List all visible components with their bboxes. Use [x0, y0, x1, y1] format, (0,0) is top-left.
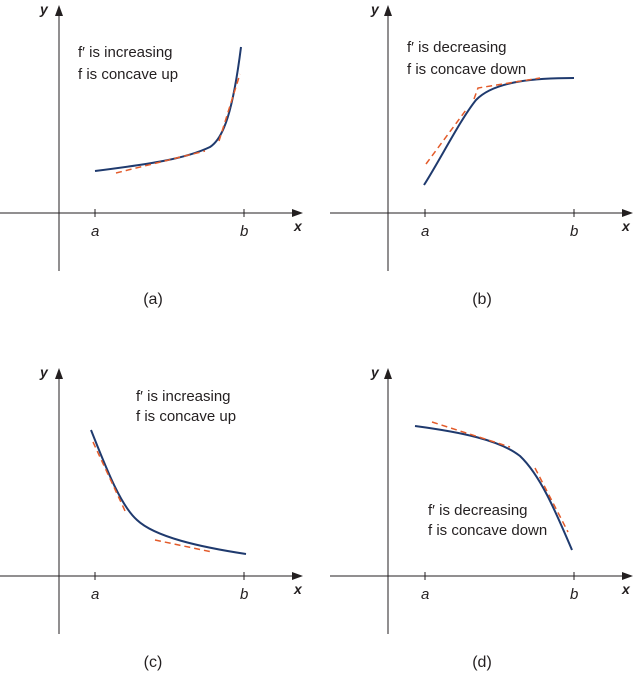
tangent-line — [473, 77, 541, 100]
panel-c: y x a b f′ is increasing f is concave up… — [0, 364, 303, 671]
y-axis-arrow — [384, 5, 392, 16]
tick-label-a: a — [421, 586, 429, 603]
note-derivative: f′ is decreasing — [428, 502, 528, 519]
panel-caption: (b) — [472, 291, 492, 308]
y-axis-label: y — [370, 364, 380, 380]
x-axis-label: x — [621, 581, 631, 597]
x-axis-label: x — [293, 218, 303, 234]
function-curve — [90, 429, 247, 555]
tick-label-a: a — [91, 586, 99, 603]
panel-a: y x a b f′ is increasing f is concave up… — [0, 1, 303, 308]
x-axis-arrow — [622, 209, 633, 217]
tick-label-b: b — [240, 586, 248, 603]
panel-caption: (a) — [143, 291, 163, 308]
panel-caption: (c) — [144, 654, 163, 671]
tick-label-b: b — [240, 223, 248, 240]
panel-caption: (d) — [472, 654, 492, 671]
tick-label-b: b — [570, 223, 578, 240]
panel-d: y x a b f′ is decreasing f is concave do… — [330, 364, 633, 671]
y-axis-label: y — [39, 364, 49, 380]
tangent-line — [218, 73, 241, 142]
function-curve — [94, 46, 242, 172]
tick-label-a: a — [421, 223, 429, 240]
tick-label-a: a — [91, 223, 99, 240]
note-concavity: f is concave down — [428, 522, 547, 539]
tangent-line — [534, 467, 569, 533]
x-axis-arrow — [622, 572, 633, 580]
y-axis-arrow — [55, 368, 63, 379]
tick-label-b: b — [570, 586, 578, 603]
tangent-line — [431, 421, 511, 448]
x-axis-label: x — [293, 581, 303, 597]
tangent-line — [92, 441, 127, 514]
y-axis-label: y — [39, 1, 49, 17]
note-concavity: f is concave down — [407, 61, 526, 78]
x-axis-arrow — [292, 209, 303, 217]
note-derivative: f′ is decreasing — [407, 39, 507, 56]
note-concavity: f is concave up — [136, 408, 236, 425]
note-derivative: f′ is increasing — [136, 388, 231, 405]
x-axis-arrow — [292, 572, 303, 580]
note-derivative: f′ is increasing — [78, 44, 173, 61]
function-curve — [414, 425, 573, 551]
y-axis-arrow — [384, 368, 392, 379]
panel-b: y x a b f′ is decreasing f is concave do… — [330, 1, 633, 308]
tangent-line — [115, 150, 206, 174]
function-curve — [423, 77, 575, 186]
tangent-line — [425, 109, 467, 165]
note-concavity: f is concave up — [78, 66, 178, 83]
x-axis-label: x — [621, 218, 631, 234]
y-axis-label: y — [370, 1, 380, 17]
y-axis-arrow — [55, 5, 63, 16]
